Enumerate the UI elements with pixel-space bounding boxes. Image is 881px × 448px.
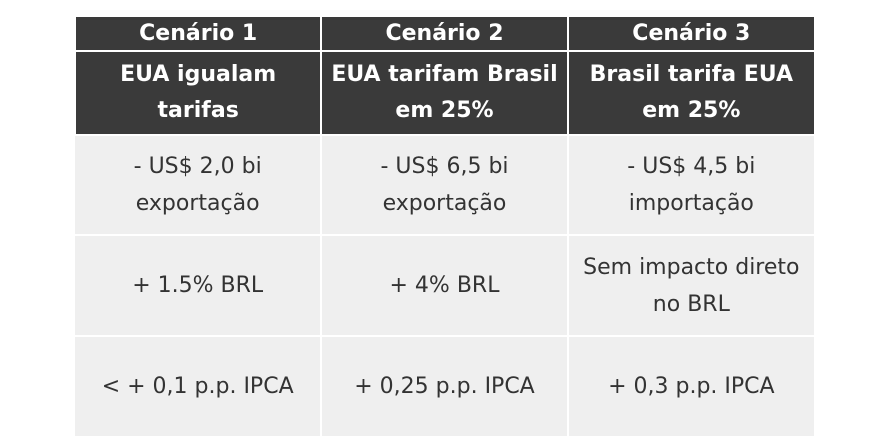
table-cell: + 0,25 p.p. IPCA [320, 335, 568, 436]
table-cell: Sem impacto direto no BRL [566, 234, 814, 336]
table-cell: - US$ 4,5 bi importação [566, 134, 814, 235]
table-cell: + 4% BRL [320, 234, 568, 336]
table-row-ipca-impact: < + 0,1 p.p. IPCA + 0,25 p.p. IPCA + 0,3… [75, 335, 814, 436]
scenario-3-description: Brasil tarifa EUA em 25% [566, 51, 814, 135]
scenario-2-description: EUA tarifam Brasil em 25% [320, 51, 568, 135]
table-cell: + 1.5% BRL [75, 234, 322, 336]
table-row-trade-impact: - US$ 2,0 bi exportação - US$ 6,5 bi exp… [75, 134, 814, 235]
scenario-2-header: Cenário 2 [320, 17, 568, 52]
table-cell: + 0,3 p.p. IPCA [566, 335, 814, 436]
table-cell: - US$ 6,5 bi exportação [320, 134, 568, 235]
scenario-table: Cenário 1 Cenário 2 Cenário 3 EUA iguala… [73, 17, 814, 436]
table-cell: - US$ 2,0 bi exportação [75, 134, 322, 235]
scenario-number-row: Cenário 1 Cenário 2 Cenário 3 [73, 17, 814, 52]
table-body: - US$ 2,0 bi exportação - US$ 6,5 bi exp… [75, 134, 814, 436]
scenario-3-header: Cenário 3 [566, 17, 814, 52]
scenario-1-header: Cenário 1 [73, 17, 322, 52]
table-row-brl-impact: + 1.5% BRL + 4% BRL Sem impacto direto n… [75, 234, 814, 336]
scenario-description-row: EUA igualam tarifas EUA tarifam Brasil e… [73, 51, 814, 135]
scenario-1-description: EUA igualam tarifas [73, 51, 322, 135]
table-header: Cenário 1 Cenário 2 Cenário 3 EUA iguala… [73, 17, 814, 135]
table-cell: < + 0,1 p.p. IPCA [75, 335, 322, 436]
